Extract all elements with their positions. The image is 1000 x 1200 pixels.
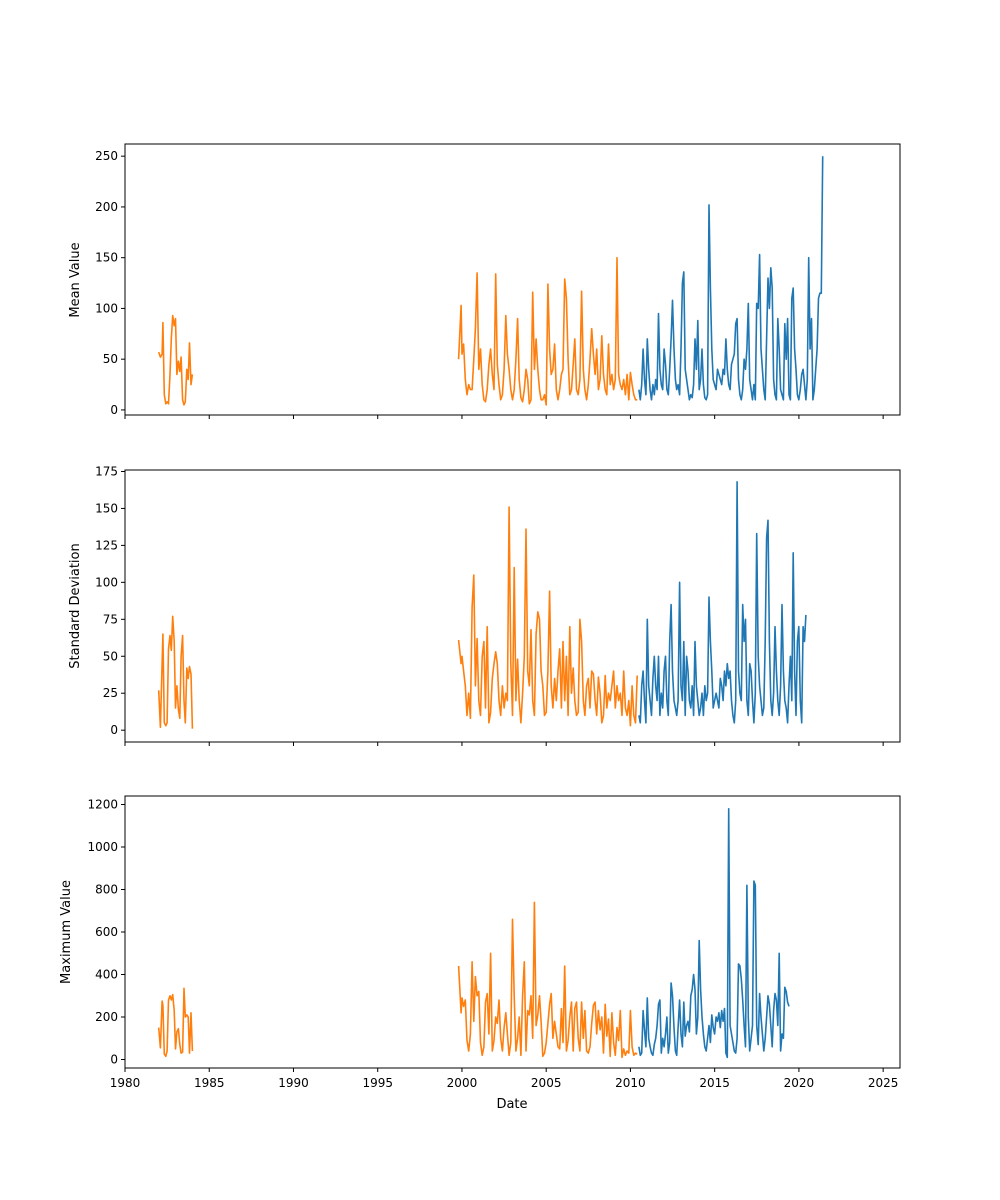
y-tick-label: 800 xyxy=(95,883,118,897)
ylabel-mean: Mean Value xyxy=(68,242,83,317)
y-tick-label: 175 xyxy=(95,464,118,478)
xlabel-date: Date xyxy=(496,1097,527,1112)
y-tick-label: 250 xyxy=(95,149,118,163)
subplot-mean: Mean Value 0 50 100 150 200 250 xyxy=(68,143,901,419)
y-tick-label: 100 xyxy=(95,301,118,315)
x-tick-label: 2025 xyxy=(868,1076,899,1090)
axes-frame xyxy=(124,469,901,743)
y-tick-label: 0 xyxy=(110,403,118,417)
y-tick-label: 1200 xyxy=(87,798,118,812)
series-line-period-1 xyxy=(157,987,194,1058)
x-tick-label: 1980 xyxy=(110,1076,141,1090)
axes-frame xyxy=(124,795,901,1069)
y-tick-label: 1000 xyxy=(87,840,118,854)
y-tick-label: 600 xyxy=(95,925,118,939)
series-line-period-2 xyxy=(457,901,638,1059)
y-tick-label: 0 xyxy=(110,1053,118,1067)
subplot-std: Standard Deviation 0 25 50 75 100 125 150 175 xyxy=(68,464,901,746)
y-tick-label: 50 xyxy=(103,352,118,366)
x-tick-label: 1990 xyxy=(278,1076,309,1090)
y-tick-label: 75 xyxy=(103,612,118,626)
y-tick-label: 200 xyxy=(95,200,118,214)
y-tick-label: 25 xyxy=(103,686,118,700)
series-line-period-1 xyxy=(157,615,194,729)
x-tick-label: 1985 xyxy=(194,1076,225,1090)
ylabel-max: Maximum Value xyxy=(59,880,74,984)
axes-frame xyxy=(124,143,901,416)
y-tick-label: 125 xyxy=(95,538,118,552)
series-line-period-1 xyxy=(157,314,194,406)
subplot-max: Maximum Value Date 0 200 400 600 800 1000 1200… xyxy=(59,795,901,1112)
y-tick-label: 50 xyxy=(103,649,118,663)
y-tick-label: 100 xyxy=(95,575,118,589)
y-tick-label: 400 xyxy=(95,968,118,982)
ylabel-std: Standard Deviation xyxy=(68,543,83,668)
series-line-period-3 xyxy=(638,807,790,1059)
series-line-period-2 xyxy=(457,256,638,406)
series-line-period-3 xyxy=(638,480,807,724)
series-line-period-3 xyxy=(638,156,824,401)
y-tick-label: 150 xyxy=(95,251,118,265)
series-line-period-2 xyxy=(457,506,638,727)
x-tick-label: 2020 xyxy=(784,1076,815,1090)
y-tick-label: 200 xyxy=(95,1010,118,1024)
y-tick-label: 0 xyxy=(110,723,118,737)
x-tick-label: 2015 xyxy=(699,1076,730,1090)
x-tick-label: 2000 xyxy=(447,1076,478,1090)
x-tick-label: 2005 xyxy=(531,1076,562,1090)
x-tick-label: 2010 xyxy=(615,1076,646,1090)
x-tick-label: 1995 xyxy=(362,1076,393,1090)
y-tick-label: 150 xyxy=(95,501,118,515)
